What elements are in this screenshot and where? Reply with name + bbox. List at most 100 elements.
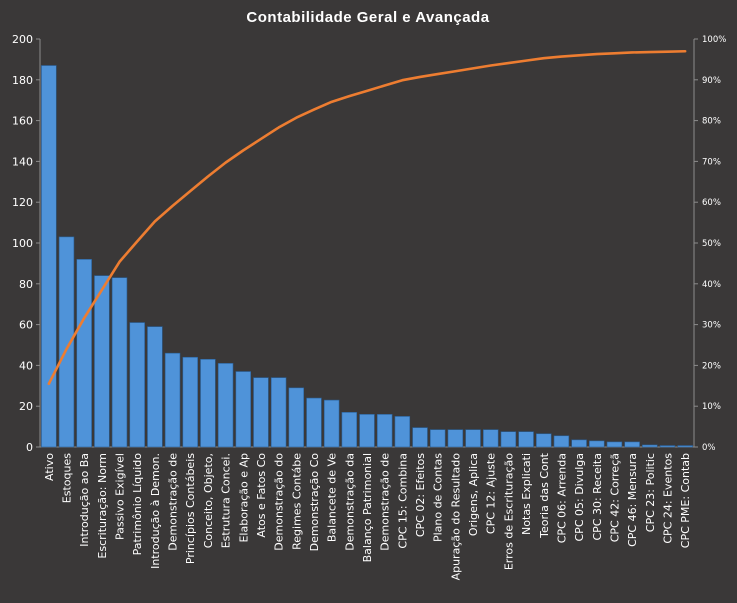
bar xyxy=(306,397,322,448)
x-tick-label: CPC 12: Ajuste xyxy=(485,453,498,534)
bar xyxy=(500,431,517,448)
y2-tick-label: 10% xyxy=(702,402,721,412)
bar xyxy=(553,435,570,448)
bar xyxy=(288,387,305,448)
bar-series xyxy=(41,65,693,448)
y2-tick-label: 0% xyxy=(702,443,716,453)
bar xyxy=(41,65,57,448)
y2-tick-label: 70% xyxy=(702,157,721,167)
bar xyxy=(200,358,216,448)
bar xyxy=(111,277,128,448)
x-tick-label: Plano de Contas xyxy=(432,453,445,542)
x-tick-label: Estrutura Concei. xyxy=(220,453,233,548)
x-tick-label: Princípios Contábeis xyxy=(184,453,197,564)
x-tick-label: Erros de Escrituração xyxy=(502,453,515,570)
bar xyxy=(394,416,411,448)
y2-tick-label: 40% xyxy=(702,280,721,290)
bar xyxy=(376,414,393,448)
x-tick-label: CPC 02: Efeitos xyxy=(414,453,427,537)
x-tick-label: CPC 15: Combina xyxy=(396,453,409,549)
bar xyxy=(447,429,464,448)
bar xyxy=(94,275,110,448)
cumulative-line-series xyxy=(47,49,687,386)
x-tick-label: Escrituração: Norm xyxy=(96,453,109,559)
bar xyxy=(465,429,481,448)
x-tick-label: Demonstração de xyxy=(379,453,392,551)
bar xyxy=(606,441,623,448)
bar xyxy=(412,427,428,448)
bar xyxy=(182,356,198,448)
chart-title: Contabilidade Geral e Avançada xyxy=(246,9,489,26)
x-tick-label: Apuração do Resultado xyxy=(449,453,462,581)
y2-tick-label: 100% xyxy=(702,35,726,45)
x-tick-label: Teoria das Cont xyxy=(538,452,551,538)
bar xyxy=(589,440,605,448)
bar xyxy=(642,444,658,448)
bar xyxy=(536,433,552,448)
bar xyxy=(235,371,251,448)
x-tick-label: Estoques xyxy=(61,453,74,503)
x-tick-label: CPC 30: Receita xyxy=(591,453,604,541)
bar xyxy=(76,259,92,448)
bar xyxy=(217,363,234,448)
bar xyxy=(129,322,145,448)
x-tick-label: Demonstração de xyxy=(167,453,180,551)
x-tick-label: CPC 24: Eventos xyxy=(661,453,674,544)
bar xyxy=(659,445,676,448)
bar xyxy=(677,445,693,448)
y2-tick-label: 30% xyxy=(702,321,721,331)
chart-axes: 0 20 40 60 80 100 120 140 160 180 200 0% 10% 20% 30% 40… xyxy=(12,33,726,454)
x-tick-label: CPC 46: Mensura xyxy=(626,453,639,547)
y-tick-label: 100 xyxy=(12,237,33,250)
x-tick-label: Balancete de Ve xyxy=(326,453,339,542)
bar xyxy=(359,414,375,448)
x-tick-label: Notas Explicati xyxy=(520,453,533,535)
y2-tick-label: 60% xyxy=(702,198,721,208)
x-tick-label: CPC 06: Arrenda xyxy=(555,453,568,543)
x-tick-label: Introdução à Demon. xyxy=(149,453,162,569)
bar xyxy=(483,429,499,448)
bar xyxy=(270,377,287,448)
y-tick-label: 120 xyxy=(12,196,33,209)
y-tick-label: 160 xyxy=(12,115,33,128)
y2-tick-label: 20% xyxy=(702,361,721,371)
bar xyxy=(429,429,446,448)
x-tick-label: CPC 05: Divulga xyxy=(573,453,586,541)
y2-tick-label: 50% xyxy=(702,239,721,249)
x-tick-label: Patrimônio Líquido xyxy=(131,453,144,556)
y2-tick-label: 80% xyxy=(702,117,721,127)
x-axis-labels: Ativo Estoques Introdução ao Ba Escrituraçã… xyxy=(43,452,692,580)
bar xyxy=(341,412,358,448)
bar xyxy=(58,236,75,448)
x-tick-label: Demonstração Co xyxy=(308,453,321,552)
y-tick-label: 0 xyxy=(26,441,33,454)
bar xyxy=(624,441,640,448)
x-tick-label: Introdução ao Ba xyxy=(78,453,91,547)
x-tick-label: Elaboração e Ap xyxy=(237,453,250,543)
x-tick-label: Balanço Patrimonial xyxy=(361,453,374,562)
bar xyxy=(323,399,340,448)
bar xyxy=(147,326,163,448)
y-tick-label: 80 xyxy=(19,278,33,291)
y-tick-label: 140 xyxy=(12,155,33,168)
x-tick-label: Ativo xyxy=(43,453,56,481)
x-tick-label: Origens, Aplica xyxy=(467,453,480,536)
x-tick-label: Demonstração da xyxy=(343,453,356,551)
y-tick-label: 40 xyxy=(19,359,33,372)
x-tick-label: CPC 23: Politic xyxy=(644,453,657,532)
y2-tick-label: 90% xyxy=(702,76,721,86)
bar xyxy=(253,377,269,448)
x-tick-label: Conceito, Objeto, xyxy=(202,453,215,548)
x-tick-label: Passivo Exigível xyxy=(114,453,127,540)
cumulative-line xyxy=(47,49,687,386)
y-tick-label: 180 xyxy=(12,74,33,87)
x-tick-label: Regimes Contábe xyxy=(290,453,303,550)
x-tick-label: CPC 42: Correçã xyxy=(608,453,621,542)
y-tick-label: 200 xyxy=(12,33,33,46)
bar xyxy=(164,352,181,448)
y-tick-label: 60 xyxy=(19,319,33,332)
x-tick-label: Atos e Fatos Co xyxy=(255,453,268,538)
x-tick-label: Demonstração do xyxy=(273,453,286,551)
